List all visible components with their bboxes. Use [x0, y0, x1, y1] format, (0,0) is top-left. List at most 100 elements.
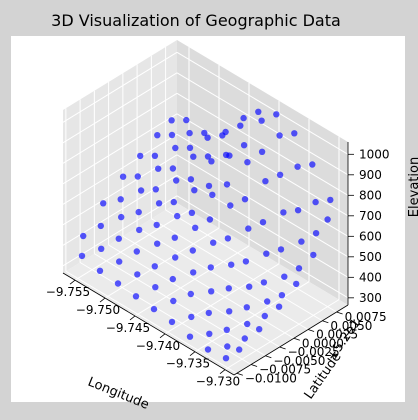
data-point	[226, 152, 233, 159]
grid-x-floor	[224, 299, 340, 371]
data-point	[115, 235, 123, 242]
data-point	[259, 219, 267, 226]
y-tick-mark	[322, 320, 329, 324]
data-point	[294, 163, 301, 170]
data-point	[190, 269, 197, 276]
y-tick-mark	[250, 364, 258, 367]
data-point	[172, 254, 179, 261]
y-tick-mark	[265, 355, 272, 359]
grid-z-left	[62, 92, 178, 164]
data-point	[188, 313, 195, 321]
z-tick-label: 700	[359, 209, 382, 223]
data-point	[227, 202, 234, 209]
data-point	[327, 196, 334, 204]
data-point	[186, 129, 193, 137]
data-point	[204, 134, 211, 141]
data-point	[222, 355, 230, 362]
data-point	[236, 346, 243, 353]
grid-z-left	[62, 133, 178, 205]
data-point	[225, 285, 232, 292]
data-point	[258, 117, 265, 124]
data-point	[170, 198, 177, 206]
data-point	[275, 303, 283, 310]
data-point	[226, 308, 233, 315]
data-point	[155, 165, 162, 172]
data-point	[171, 234, 178, 241]
grid-x-floor	[134, 245, 250, 317]
data-point	[183, 116, 190, 124]
data-point	[278, 292, 286, 299]
data-point	[224, 343, 231, 350]
data-point	[262, 178, 269, 185]
data-point	[136, 226, 143, 234]
z-tick-label: 300	[359, 291, 382, 305]
data-point	[187, 290, 194, 298]
x-tick-mark	[69, 279, 76, 285]
data-point	[263, 250, 270, 257]
data-point	[132, 293, 140, 300]
data-point	[154, 240, 161, 247]
data-point	[80, 232, 87, 240]
data-point	[78, 252, 86, 260]
data-point	[206, 330, 213, 337]
data-point	[155, 200, 163, 207]
data-point	[312, 198, 319, 206]
grid-z-back	[176, 174, 349, 278]
grid-z-back	[176, 51, 349, 155]
data-point	[188, 209, 196, 216]
y-tick-mark	[293, 337, 300, 341]
data-point	[280, 209, 287, 216]
data-point	[310, 251, 317, 259]
z-tick-label: 900	[359, 168, 382, 182]
y-tick-label: −0.0050	[273, 354, 325, 368]
y-tick-mark	[279, 346, 286, 350]
x-axis-line	[62, 272, 235, 376]
data-point	[116, 258, 123, 265]
data-point	[170, 297, 177, 305]
y-tick-mark	[236, 372, 243, 376]
data-point	[205, 309, 212, 317]
data-point	[240, 142, 248, 149]
data-point	[223, 181, 231, 188]
data-point	[97, 222, 105, 230]
data-point	[241, 335, 248, 342]
data-point	[228, 261, 235, 268]
data-point	[309, 161, 316, 168]
y-axis-line	[233, 304, 349, 376]
data-point	[192, 224, 199, 231]
tick-labels: −9.755 −9.750 −9.745 −9.740 −9.735 −9.730 −0.0…	[46, 147, 390, 388]
data-point	[187, 176, 195, 183]
z-tick-label: 500	[359, 250, 382, 264]
x-tick-mark	[159, 333, 166, 339]
grid-z-back	[176, 92, 349, 196]
data-point	[169, 275, 176, 283]
y-tick-label: 0.0025	[316, 328, 358, 342]
data-point	[153, 221, 160, 229]
data-point	[298, 238, 305, 245]
data-point	[256, 326, 263, 333]
data-point	[208, 288, 215, 295]
grid-y-floor	[65, 270, 238, 374]
data-point	[174, 212, 181, 220]
data-point	[114, 280, 122, 287]
data-point	[152, 284, 159, 291]
grid-y-floor	[136, 227, 309, 330]
grid-z-left	[62, 113, 178, 185]
data-point	[324, 216, 331, 223]
data-point	[244, 320, 251, 328]
data-point	[119, 173, 127, 180]
data-point	[137, 152, 144, 160]
data-point	[201, 129, 208, 137]
grid-y-floor	[94, 253, 266, 357]
grid-y-floor	[108, 244, 280, 348]
x-tick-mark	[129, 315, 136, 321]
x-tick-label: −9.730	[196, 375, 240, 389]
x-tick-label: −9.740	[136, 339, 180, 353]
grid-z-left	[62, 72, 178, 144]
data-point	[295, 265, 303, 272]
data-point	[312, 230, 320, 237]
data-point	[151, 152, 159, 159]
data-point	[151, 263, 158, 270]
data-point	[208, 158, 215, 165]
